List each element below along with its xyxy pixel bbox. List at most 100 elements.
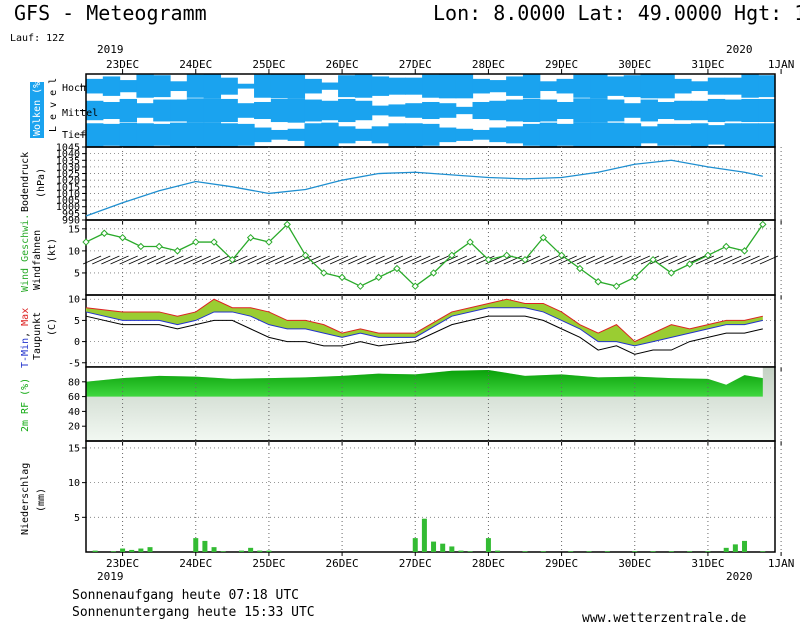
cloud-cell: [270, 98, 289, 123]
wind-marker: [594, 278, 602, 286]
cloud-cell: [119, 80, 138, 93]
precip-bar: [193, 538, 199, 552]
precip-ylabel: Niederschlag: [20, 463, 31, 535]
cloud-cell: [321, 100, 339, 121]
y-tick-label: 1035: [56, 156, 80, 167]
wind-barb: [732, 255, 751, 265]
precip-bar: [202, 540, 208, 552]
cloud-cell: [254, 127, 272, 143]
cloud-cell: [354, 74, 373, 98]
wind-barb: [622, 255, 641, 265]
precip-bar: [604, 551, 610, 552]
date-label-top: 27DEC: [399, 58, 432, 71]
y-tick-label: 1040: [56, 149, 80, 160]
cloud-cell: [321, 82, 339, 90]
wind-marker: [283, 220, 291, 229]
wind-barb: [677, 255, 696, 265]
wind-barb: [156, 255, 175, 265]
date-label-top: 30DEC: [618, 58, 651, 71]
wind-barb: [284, 255, 303, 265]
precip-bar: [705, 551, 711, 552]
panel-frame: [85, 440, 776, 553]
wind-barb: [110, 255, 129, 265]
wind-barb: [275, 255, 294, 265]
y-tick-label: 1015: [56, 182, 80, 193]
cloud-cell: [489, 127, 507, 143]
cloud-cell: [237, 103, 255, 118]
wind-barb: [329, 255, 349, 265]
wind-barb: [595, 255, 614, 265]
wind-marker: [265, 238, 273, 246]
cloud-cell: [522, 98, 541, 123]
wind-barb: [494, 255, 513, 265]
precip-bar: [257, 550, 263, 552]
y-tick-label: 5: [74, 513, 80, 524]
cloud-cell: [405, 77, 423, 95]
wind-barb: [119, 255, 138, 265]
cloud-cell: [707, 98, 726, 123]
temp-band: [86, 299, 763, 346]
cloud-cell: [506, 99, 524, 122]
wind-marker: [320, 269, 328, 277]
cloud-cell: [220, 123, 238, 147]
cloud-ylabel: Wolken (%): [32, 76, 43, 136]
cloud-label-bg: [30, 82, 44, 138]
wind-ylabel: Wind Geschwi.: [20, 214, 31, 292]
wind-barb: [604, 255, 623, 265]
wind-barb: [265, 255, 285, 265]
y-tick-label: 15: [68, 224, 80, 235]
cloud-cell: [354, 100, 373, 121]
cloud-cell: [170, 122, 188, 147]
cloud-cell: [674, 78, 692, 94]
tmax-line: [85, 298, 763, 343]
cloud-cell: [237, 123, 255, 146]
cloud-cell: [674, 100, 692, 121]
precip-bar: [586, 551, 592, 552]
wind-barb: [421, 255, 440, 265]
cloud-cell: [741, 74, 759, 98]
wind-marker: [503, 251, 511, 260]
precip-bar: [723, 547, 729, 552]
cloud-cell: [422, 123, 440, 146]
wind-barb: [659, 255, 678, 265]
wind-panel: 5 10 15: [68, 219, 782, 299]
cloud-cell: [405, 103, 423, 118]
precip-bar: [129, 549, 135, 552]
cloud-cell: [657, 101, 675, 120]
website-link[interactable]: www.wetterzentrale.de: [582, 611, 747, 625]
cloud-cell: [304, 123, 322, 147]
cloud-cell: [472, 101, 490, 120]
precip-bar: [742, 540, 748, 552]
wind-barb: [375, 255, 394, 265]
wind-marker: [539, 233, 548, 242]
precip-panel: 5 10 15: [68, 440, 782, 556]
precip-bar: [732, 544, 738, 552]
cloud-cell: [102, 123, 121, 146]
precip-bar: [248, 547, 254, 552]
wind-barb: [339, 255, 358, 265]
wind-marker: [631, 273, 639, 282]
cloud-cell: [522, 74, 541, 99]
date-label-top: 25DEC: [252, 58, 285, 71]
cloud-cell: [657, 74, 675, 99]
cloud-cell: [690, 100, 709, 121]
date-label-bottom: 27DEC: [399, 557, 432, 570]
cloud-cell: [606, 122, 625, 147]
wind-barb: [613, 255, 632, 265]
precip-bar: [449, 546, 455, 552]
cloud-cell: [455, 106, 474, 115]
wind-marker: [246, 233, 255, 242]
wind-marker: [411, 282, 419, 290]
y-tick-label: 10: [68, 295, 80, 306]
location-info: Lon: 8.0000 Lat: 49.0000 Hgt: 18: [433, 1, 800, 25]
cloud-axis-label: Wolken (%) L e v e l Hoch Mittel Tief: [32, 76, 98, 141]
wind-marker: [521, 255, 529, 264]
precip-bar: [138, 548, 144, 552]
cloud-cell: [186, 98, 205, 123]
y-tick-label: 15: [68, 443, 80, 454]
wind-barb: [366, 255, 385, 265]
precip-unit: (mm): [36, 488, 47, 512]
dewpoint-line: [85, 315, 763, 355]
date-label-top: 28DEC: [472, 58, 505, 71]
